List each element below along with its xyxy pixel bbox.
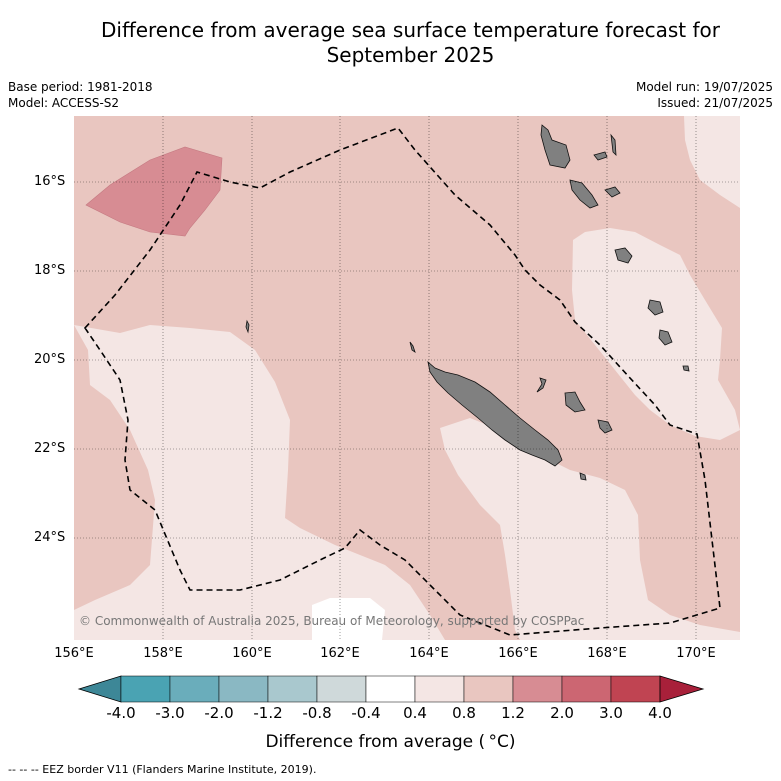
y-tick-20s: 20°S — [34, 352, 66, 367]
y-tick-24s: 24°S — [34, 530, 66, 545]
vanuatu-aneityum — [682, 365, 690, 372]
x-tick-162e: 162°E — [320, 646, 360, 661]
vanuatu-efate — [614, 247, 633, 264]
map-title-line2: September 2025 — [326, 43, 495, 67]
chesterfield-islet — [245, 319, 250, 334]
x-tick-158e: 158°E — [143, 646, 183, 661]
vanuatu-ambae — [593, 151, 608, 161]
base-period: Base period: 1981-2018 — [8, 80, 153, 94]
colorbar-segment — [463, 675, 514, 703]
land — [245, 124, 690, 481]
colorbar-extend-low — [77, 675, 122, 703]
colorbar-segment — [610, 675, 661, 703]
vanuatu-erromango — [647, 299, 664, 316]
colorbar-tick-label: 4.0 — [648, 704, 672, 722]
colorbar-tick-label: 0.8 — [452, 704, 476, 722]
x-tick-170e: 170°E — [676, 646, 716, 661]
anomaly-region-center-white — [312, 598, 385, 640]
map-title: Difference from average sea surface temp… — [40, 18, 781, 68]
colorbar-tick-label: -0.4 — [351, 704, 381, 722]
colorbar-segment — [316, 675, 367, 703]
meta-right: Model run: 19/07/2025 Issued: 21/07/2025 — [636, 79, 773, 111]
colorbar-tick-label: -3.0 — [155, 704, 185, 722]
meta-left: Base period: 1981-2018 Model: ACCESS-S2 — [8, 79, 153, 111]
isle-of-pines — [579, 472, 587, 481]
new-caledonia-island — [427, 360, 563, 467]
vanuatu-espiritu-santo — [540, 124, 571, 169]
colorbar — [77, 675, 705, 703]
x-tick-160e: 160°E — [232, 646, 272, 661]
vanuatu-tanna — [658, 329, 673, 346]
loyalty-island-lifou — [564, 391, 586, 413]
vanuatu-maewo — [610, 133, 617, 157]
colorbar-tick-label: 0.4 — [403, 704, 427, 722]
y-tick-16s: 16°S — [34, 174, 66, 189]
vanuatu-pentecost-ambrym — [604, 186, 621, 198]
colorbar-segment — [561, 675, 612, 703]
colorbar-tick-label: -1.2 — [253, 704, 283, 722]
anomaly-region-west-light — [74, 325, 445, 640]
colorbar-segment — [120, 675, 171, 703]
colorbar-title: Difference from average ( °C) — [265, 732, 516, 752]
map-title-line1: Difference from average sea surface temp… — [100, 18, 720, 42]
colorbar-segment — [365, 675, 416, 703]
copyright-credit: © Commonwealth of Australia 2025, Bureau… — [79, 614, 585, 628]
model-run: Model run: 19/07/2025 — [635, 80, 773, 94]
colorbar-tick-label: -0.8 — [302, 704, 332, 722]
colorbar-tick-label: 2.0 — [550, 704, 574, 722]
colorbar-extend-high — [659, 675, 705, 703]
anomaly-region-south-light — [440, 418, 740, 640]
colorbar-segment — [267, 675, 318, 703]
belep-islet — [409, 341, 416, 353]
colorbar-tick-label: 3.0 — [599, 704, 623, 722]
vanuatu-malekula — [569, 179, 599, 209]
anomaly-region-northeast-light — [684, 116, 740, 208]
anomaly-region-east-light — [572, 228, 740, 440]
colorbar-segment — [414, 675, 465, 703]
y-tick-18s: 18°S — [34, 263, 66, 278]
gridlines — [74, 116, 740, 640]
x-tick-156e: 156°E — [54, 646, 94, 661]
x-tick-164e: 164°E — [409, 646, 449, 661]
anomaly-region-northwest-warm — [85, 146, 223, 237]
y-tick-22s: 22°S — [34, 441, 66, 456]
loyalty-island-mare — [597, 419, 613, 434]
colorbar-tick-label: -2.0 — [204, 704, 234, 722]
x-tick-168e: 168°E — [587, 646, 627, 661]
issued-date: Issued: 21/07/2025 — [657, 96, 773, 110]
anomaly-field — [74, 116, 740, 640]
loyalty-island-ouvea — [536, 377, 547, 393]
colorbar-segment — [512, 675, 563, 703]
x-tick-166e: 166°E — [498, 646, 538, 661]
colorbar-segment — [218, 675, 269, 703]
colorbar-tick-label: 1.2 — [501, 704, 525, 722]
model-name: Model: ACCESS-S2 — [8, 96, 120, 110]
colorbar-tick-label: -4.0 — [106, 704, 136, 722]
colorbar-segment — [169, 675, 220, 703]
eez-legend-footnote: -- -- -- EEZ border V11 (Flanders Marine… — [8, 763, 317, 776]
